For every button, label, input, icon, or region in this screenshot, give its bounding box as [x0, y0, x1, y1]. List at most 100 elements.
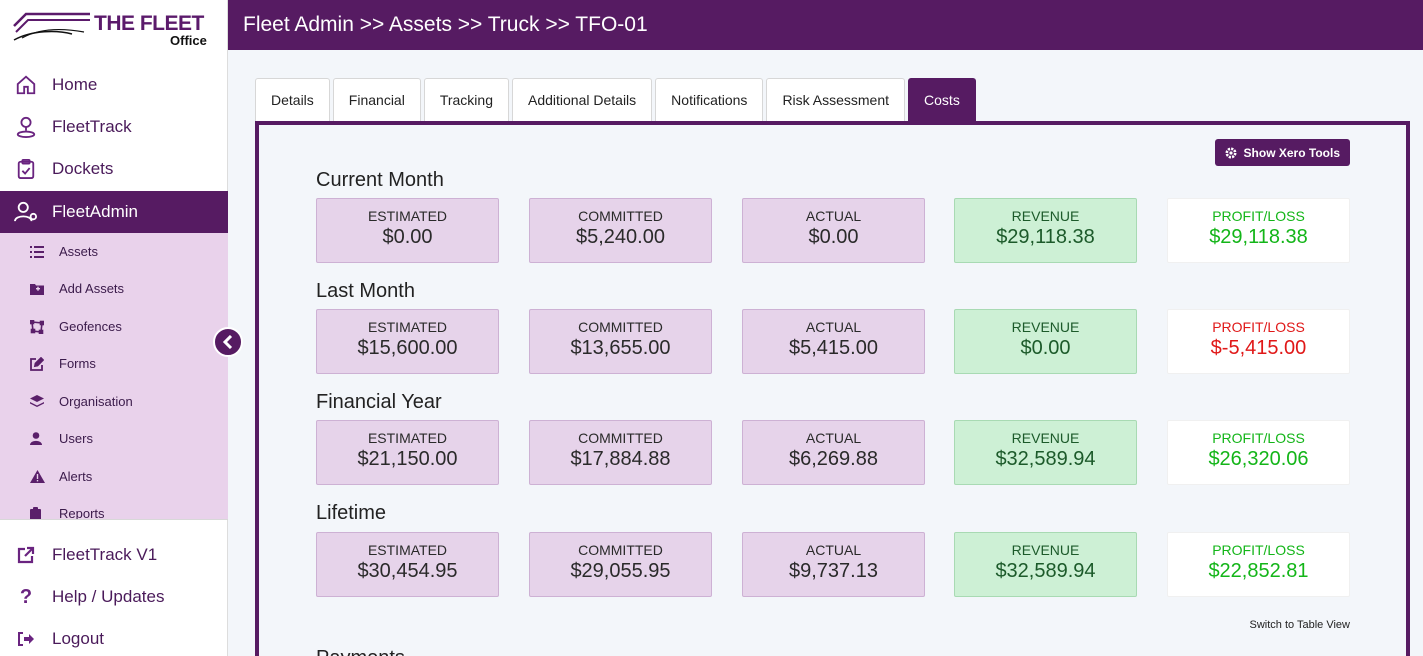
section-title-payments: Payments — [316, 647, 405, 656]
brand-sub: Office — [170, 33, 207, 48]
profit-loss-card: PROFIT/LOSS $26,320.06 — [1167, 420, 1350, 485]
profit-loss-card: PROFIT/LOSS $29,118.38 — [1167, 198, 1350, 263]
tab-additional-details[interactable]: Additional Details — [512, 78, 653, 121]
actual-card: ACTUAL $6,269.88 — [742, 420, 925, 485]
card-label: COMMITTED — [578, 319, 663, 335]
sidebar-item-label: Add Assets — [59, 281, 125, 296]
show-xero-tools-button[interactable]: Show Xero Tools — [1214, 139, 1350, 166]
nav-fleettrack-label: FleetTrack — [52, 117, 132, 136]
tab-details[interactable]: Details — [255, 78, 330, 121]
nav-dockets-label: Dockets — [52, 159, 114, 178]
section-title-last-month: Last Month — [316, 280, 415, 302]
section-title-financial-year: Financial Year — [316, 391, 442, 413]
nav-fleetadmin[interactable]: FleetAdmin — [0, 191, 228, 233]
nav-fleettrack-v1[interactable]: FleetTrack V1 — [0, 534, 228, 576]
question-icon: ? — [19, 585, 33, 608]
card-label: COMMITTED — [578, 542, 663, 558]
card-label: ACTUAL — [805, 430, 862, 446]
profit-loss-card: PROFIT/LOSS $22,852.81 — [1167, 532, 1350, 597]
card-value: $6,269.88 — [789, 448, 878, 470]
layers-icon — [0, 394, 59, 409]
tab-tracking[interactable]: Tracking — [423, 78, 509, 121]
list-icon — [0, 245, 59, 258]
home-icon — [0, 74, 52, 96]
nav-home[interactable]: Home — [0, 64, 228, 106]
clipboard-icon — [0, 506, 59, 520]
warning-icon — [0, 470, 59, 483]
actual-card: ACTUAL $0.00 — [742, 198, 925, 263]
brand-logo[interactable]: THE FLEET Office — [12, 8, 212, 48]
sidebar-item-organisation[interactable]: Organisation — [0, 383, 228, 420]
card-label: COMMITTED — [578, 430, 663, 446]
nav-dockets[interactable]: Dockets — [0, 148, 228, 190]
card-value: $9,737.13 — [789, 560, 878, 582]
committed-card: COMMITTED $13,655.00 — [529, 309, 712, 374]
sidebar-item-reports[interactable]: Reports — [0, 495, 228, 520]
breadcrumb: Fleet Admin >> Assets >> Truck >> TFO-01 — [243, 13, 648, 36]
card-value: $21,150.00 — [357, 448, 458, 470]
revenue-card: REVENUE $32,589.94 — [954, 532, 1137, 597]
folder-plus-icon — [0, 283, 59, 295]
brand-name: THE FLEET — [94, 12, 204, 35]
nav-fleettrack[interactable]: FleetTrack — [0, 106, 228, 148]
card-value: $0.00 — [1020, 337, 1071, 359]
card-label: REVENUE — [1011, 319, 1080, 335]
tab-risk-assessment[interactable]: Risk Assessment — [766, 78, 906, 121]
clipboard-check-icon — [0, 158, 52, 180]
sidebar-collapse-button[interactable] — [213, 327, 243, 357]
sidebar-item-label: Reports — [59, 506, 105, 520]
committed-card: COMMITTED $29,055.95 — [529, 532, 712, 597]
card-label: ESTIMATED — [367, 430, 448, 446]
estimated-card: ESTIMATED $21,150.00 — [316, 420, 499, 485]
costs-panel: Show Xero Tools Current Month ESTIMATED … — [255, 121, 1410, 656]
sidebar-item-add-assets[interactable]: Add Assets — [0, 270, 228, 307]
card-value: $22,852.81 — [1208, 560, 1309, 582]
switch-to-table-view-link[interactable]: Switch to Table View — [1249, 619, 1350, 631]
edit-icon — [0, 356, 59, 371]
card-value: $26,320.06 — [1208, 448, 1309, 470]
sidebar-item-assets[interactable]: Assets — [0, 233, 228, 270]
nav-fleettrack-v1-label: FleetTrack V1 — [52, 545, 158, 564]
card-label: REVENUE — [1011, 208, 1080, 224]
card-value: $29,118.38 — [1209, 226, 1308, 248]
actual-card: ACTUAL $9,737.13 — [742, 532, 925, 597]
card-value: $29,055.95 — [570, 560, 671, 582]
sidebar-item-geofences[interactable]: Geofences — [0, 308, 228, 345]
draw-polygon-icon — [0, 319, 59, 334]
actual-card: ACTUAL $5,415.00 — [742, 309, 925, 374]
card-value: $13,655.00 — [570, 337, 671, 359]
sidebar-item-label: Alerts — [59, 469, 93, 484]
sidebar-item-forms[interactable]: Forms — [0, 345, 228, 382]
sidebar-item-label: Assets — [59, 244, 99, 259]
sidebar-item-users[interactable]: Users — [0, 420, 228, 457]
card-label: ACTUAL — [805, 542, 862, 558]
card-value: $30,454.95 — [357, 560, 458, 582]
sidebar-item-label: Geofences — [59, 319, 122, 334]
card-value: $29,118.38 — [996, 226, 1095, 248]
sidebar-item-alerts[interactable]: Alerts — [0, 458, 228, 495]
tab-costs[interactable]: Costs — [908, 78, 976, 121]
location-person-icon — [0, 115, 52, 139]
card-value: $32,589.94 — [995, 448, 1096, 470]
logout-icon — [0, 631, 52, 647]
show-xero-tools-label: Show Xero Tools — [1243, 145, 1340, 160]
nav-home-label: Home — [52, 75, 98, 94]
tab-financial[interactable]: Financial — [332, 78, 421, 121]
tab-notifications[interactable]: Notifications — [655, 78, 764, 121]
card-label: PROFIT/LOSS — [1212, 542, 1305, 558]
committed-card: COMMITTED $17,884.88 — [529, 420, 712, 485]
truck-logo-icon — [13, 12, 90, 41]
revenue-card: REVENUE $32,589.94 — [954, 420, 1137, 485]
card-value: $0.00 — [382, 226, 433, 248]
card-label: ESTIMATED — [367, 542, 448, 558]
nav-help-label: Help / Updates — [52, 587, 165, 606]
sidebar-item-label: Organisation — [59, 394, 133, 409]
estimated-card: ESTIMATED $15,600.00 — [316, 309, 499, 374]
card-label: REVENUE — [1011, 542, 1080, 558]
card-label: ACTUAL — [805, 208, 862, 224]
nav-help[interactable]: ? Help / Updates — [0, 576, 228, 618]
user-icon — [0, 432, 59, 445]
sidebar-item-label: Users — [59, 431, 93, 446]
sidebar: THE FLEET Office Home FleetTrack Dockets… — [0, 0, 228, 656]
nav-logout[interactable]: Logout — [0, 618, 228, 656]
